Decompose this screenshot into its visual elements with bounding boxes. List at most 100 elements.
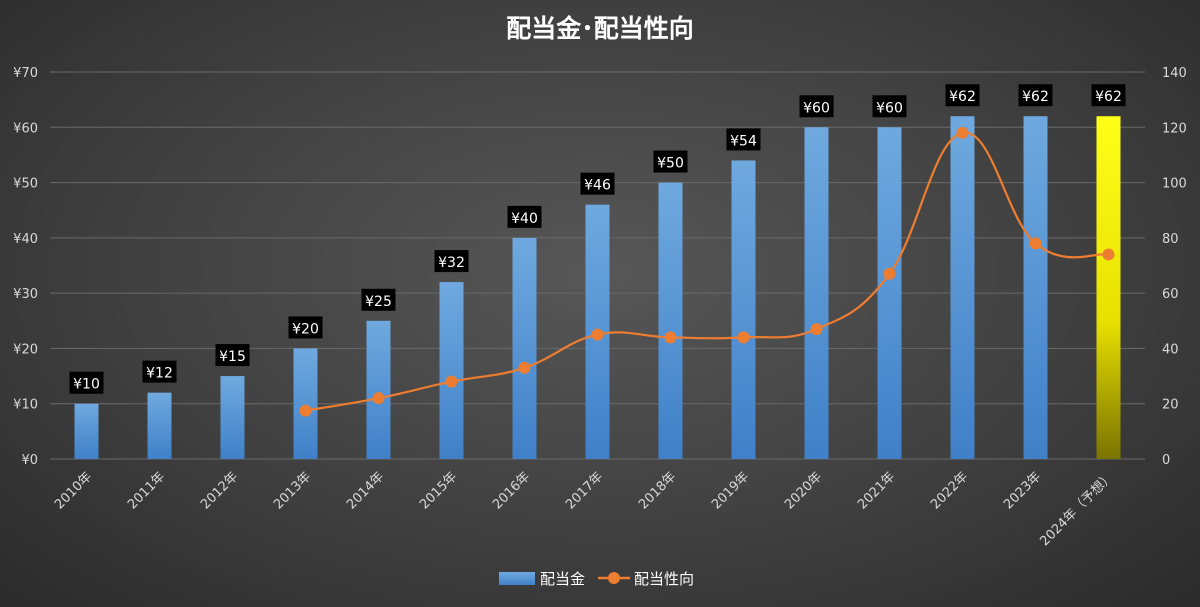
data-label-bg <box>288 316 323 339</box>
data-label-bg <box>1091 84 1126 107</box>
y-left-tick-label: ¥50 <box>13 177 38 192</box>
bar <box>1096 116 1121 459</box>
x-tick-label: 2014年 <box>344 469 387 512</box>
data-label: ¥15 <box>219 349 246 365</box>
bar <box>950 116 975 459</box>
data-label-bg <box>580 172 615 195</box>
data-label-bg <box>215 344 250 367</box>
data-label-bg <box>653 150 688 173</box>
y-right-tick-label: 60 <box>1162 287 1179 302</box>
data-label-bg <box>434 250 469 273</box>
bar <box>220 376 245 459</box>
data-label: ¥54 <box>730 133 757 149</box>
line-point <box>1102 248 1115 261</box>
bar <box>877 127 902 460</box>
data-label-bg <box>361 288 396 311</box>
data-label: ¥12 <box>146 366 173 382</box>
y-right-tick-label: 20 <box>1162 398 1179 413</box>
payout-line <box>305 131 1109 412</box>
y-right-tick-label: 120 <box>1162 121 1187 136</box>
data-label-bg <box>142 360 177 383</box>
x-tick-label: 2021年 <box>855 469 898 512</box>
data-label: ¥60 <box>876 100 903 116</box>
bar <box>658 182 683 460</box>
data-label-bg <box>945 84 980 107</box>
data-label: ¥46 <box>584 178 611 194</box>
bar <box>804 127 829 460</box>
data-label: ¥60 <box>803 100 830 116</box>
data-label: ¥25 <box>365 294 392 310</box>
y-left-tick-label: ¥40 <box>13 232 38 247</box>
x-tick-label: 2022年 <box>928 469 971 512</box>
x-tick-label: 2015年 <box>417 469 460 512</box>
bar <box>147 392 172 459</box>
data-label: ¥62 <box>1022 89 1049 105</box>
data-label-bg <box>726 128 761 151</box>
data-label: ¥62 <box>1095 89 1122 105</box>
data-label-bg <box>507 205 542 228</box>
x-tick-label: 2012年 <box>198 469 241 512</box>
line-point <box>372 392 385 405</box>
line-point <box>810 323 823 336</box>
line-series <box>299 126 1115 417</box>
line-point <box>737 331 750 344</box>
line-point <box>445 375 458 388</box>
left-axis: ¥0 ¥10 ¥20 ¥30 ¥40 ¥50 ¥60 ¥70 <box>13 66 38 468</box>
line-point <box>299 404 312 417</box>
y-left-tick-label: ¥10 <box>13 398 38 413</box>
bar <box>731 160 756 459</box>
line-point <box>664 331 677 344</box>
line-point <box>591 328 604 341</box>
line-point <box>1029 237 1042 250</box>
legend-label-bar: 配当金 <box>540 570 585 588</box>
x-tick-label: 2024年（予想） <box>1037 469 1118 550</box>
legend-label-line: 配当性向 <box>634 570 694 588</box>
data-label-bg <box>872 95 907 118</box>
data-label: ¥10 <box>73 377 100 393</box>
bar <box>293 348 318 459</box>
x-tick-label: 2018年 <box>636 469 679 512</box>
line-point <box>518 361 531 374</box>
x-tick-label: 2020年 <box>782 469 825 512</box>
data-label: ¥20 <box>292 321 319 337</box>
y-right-tick-label: 0 <box>1162 453 1170 468</box>
x-tick-label: 2011年 <box>125 469 168 512</box>
bar <box>74 403 99 459</box>
x-tick-label: 2013年 <box>271 469 314 512</box>
data-label: ¥40 <box>511 211 538 227</box>
legend-swatch-bar <box>499 572 535 585</box>
legend: 配当金 配当性向 <box>499 570 694 588</box>
y-right-tick-label: 40 <box>1162 342 1179 357</box>
bar <box>512 237 537 459</box>
x-tick-label: 2010年 <box>52 469 95 512</box>
bar <box>366 320 391 459</box>
y-right-tick-label: 100 <box>1162 177 1187 192</box>
data-label-bg <box>69 371 104 394</box>
y-right-tick-label: 140 <box>1162 66 1187 81</box>
x-tick-label: 2019年 <box>709 469 752 512</box>
chart-title: 配当金･配当性向 <box>506 14 694 43</box>
x-axis: 2010年 2011年 2012年 2013年 2014年 2015年 2016年 2017年… <box>52 469 1117 550</box>
x-tick-label: 2017年 <box>563 469 606 512</box>
y-left-tick-label: ¥60 <box>13 121 38 136</box>
data-label-bg <box>799 95 834 118</box>
data-label: ¥32 <box>438 255 465 271</box>
y-left-tick-label: ¥20 <box>13 342 38 357</box>
line-point <box>883 267 896 280</box>
data-label: ¥62 <box>949 89 976 105</box>
data-label-bg <box>1018 84 1053 107</box>
y-left-tick-label: ¥70 <box>13 66 38 81</box>
right-axis: 0 20 40 60 80 100 120 140 <box>1162 66 1187 468</box>
line-point <box>956 126 969 139</box>
bar <box>1023 116 1048 459</box>
legend-swatch-marker <box>608 572 620 584</box>
y-left-tick-label: ¥0 <box>21 453 38 468</box>
data-label: ¥50 <box>657 156 684 172</box>
x-tick-label: 2016年 <box>490 469 533 512</box>
y-left-tick-label: ¥30 <box>13 287 38 302</box>
y-right-tick-label: 80 <box>1162 232 1179 247</box>
bar <box>439 282 464 459</box>
data-labels: ¥10 ¥12 ¥15 ¥20 ¥25 ¥32 ¥40 ¥46 ¥50 ¥54 ¥60 ¥60 ¥62 ¥… <box>69 84 1126 394</box>
x-tick-label: 2023年 <box>1001 469 1044 512</box>
